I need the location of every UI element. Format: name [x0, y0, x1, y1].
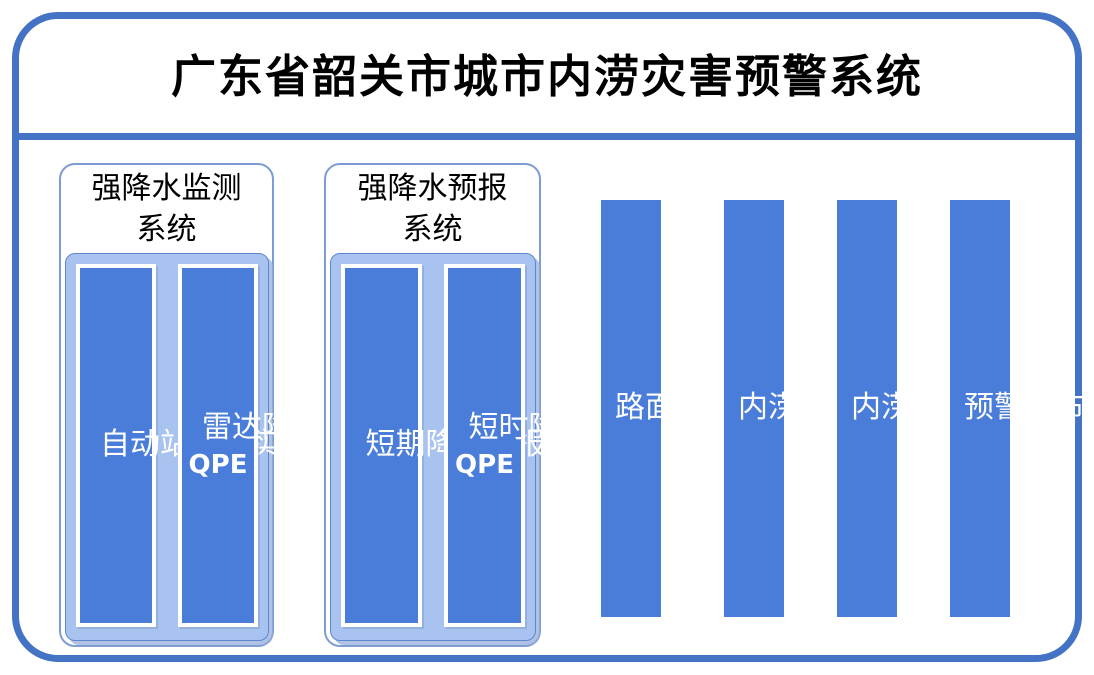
- bar-warning-release-system: 预警发布系统: [950, 200, 1094, 617]
- bar-waterlogging-warning-analysis: 内涝预警分析: [837, 200, 1031, 617]
- bar-label: 路面水位监测系统: [615, 388, 855, 429]
- bar-label: 内涝预警分析: [851, 390, 1031, 426]
- bar-label: 短时降水预报: [468, 410, 649, 446]
- group-header-line: 强降水预报: [357, 170, 508, 206]
- bar-label: 内涝预报系统: [738, 390, 918, 426]
- bar-waterlogging-forecast-system: 内涝预报系统: [724, 200, 918, 617]
- page-title: 广东省韶关市城市内涝灾害预警系统: [170, 50, 923, 103]
- bar-suffix: QPE: [188, 449, 248, 480]
- group-rain-monitoring-body: 自动站监测实时降水 雷达降水定量估测 QPE: [65, 253, 442, 641]
- bar-shortterm-rain-forecast: 短期降水预报: [341, 264, 546, 627]
- title-divider: [17, 133, 1077, 140]
- group-rain-forecast-body: 短期降水预报 短时降水预报 QPE: [330, 253, 649, 641]
- bar-label: 预警发布系统: [964, 390, 1094, 426]
- bar-radar-qpe: 雷达降水定量估测 QPE: [178, 264, 442, 627]
- bar-suffix: QPE: [455, 449, 514, 480]
- group-rain-monitoring-system: 强降水监测 系统 自动站监测实时降水 雷达降水定量估测 QPE: [59, 163, 442, 647]
- bar-nowcast-rain-qpe: 短时降水预报 QPE: [444, 264, 649, 627]
- group-header-line: 系统: [136, 212, 197, 247]
- bar-auto-station-realtime-rain: 自动站监测实时降水: [76, 264, 370, 627]
- group-header-line: 系统: [402, 212, 463, 247]
- group-rain-monitoring-header: 强降水监测 系统: [61, 165, 272, 253]
- bar-label: 短期降水预报: [366, 425, 546, 466]
- bar-label: 雷达降水定量估测: [202, 410, 442, 446]
- bar-label: 自动站监测实时降水: [100, 425, 370, 466]
- group-rain-forecast-header: 强降水预报 系统: [326, 165, 539, 253]
- bar-road-water-level-monitoring: 路面水位监测系统: [601, 200, 855, 617]
- group-rain-forecast-system: 强降水预报 系统 短期降水预报 短时降水预报 QPE: [324, 163, 649, 647]
- group-header-line: 强降水监测: [91, 170, 242, 206]
